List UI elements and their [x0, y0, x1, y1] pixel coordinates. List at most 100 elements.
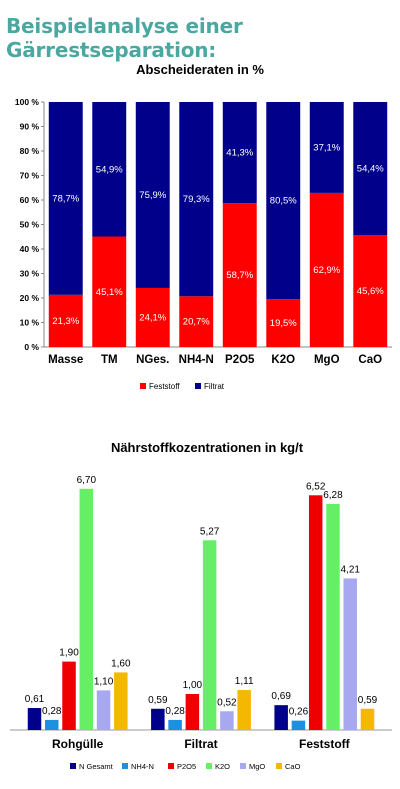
- data-label: 54,9%: [96, 164, 123, 175]
- category-label: TM: [101, 354, 118, 366]
- data-label: 75,9%: [139, 190, 166, 201]
- bar: [114, 672, 128, 730]
- data-label: 5,27: [200, 526, 220, 537]
- legend-swatch: [240, 763, 246, 769]
- y-tick-label: 100 %: [15, 97, 40, 107]
- data-label: 1,60: [111, 658, 131, 669]
- legend-label: P2O5: [177, 762, 196, 771]
- bar: [151, 708, 165, 730]
- data-label: 1,10: [94, 676, 114, 687]
- data-label: 1,00: [183, 680, 203, 691]
- category-label: Masse: [48, 354, 83, 366]
- legend-swatch: [195, 383, 201, 389]
- data-label: 0,26: [289, 707, 309, 718]
- y-tick-label: 30 %: [20, 269, 40, 279]
- data-label: 54,4%: [357, 164, 384, 175]
- legend: Feststoff Filtrat: [140, 382, 225, 391]
- bar-segment: [135, 102, 170, 288]
- y-tick-label: 40 %: [20, 244, 40, 254]
- bar: [274, 705, 288, 730]
- bar: [185, 694, 200, 730]
- data-label: 4,21: [340, 564, 360, 575]
- bar: [291, 720, 306, 730]
- data-label: 6,70: [77, 475, 97, 486]
- legend-label: MgO: [249, 762, 265, 771]
- legend-swatch: [140, 383, 146, 389]
- y-tick-label: 80 %: [20, 146, 40, 156]
- stacked-bars: 21,3% 78,7% 45,1% 54,9% 24,1% 75,9% 20,7% 79,3%…: [48, 102, 388, 347]
- y-tick-label: 10 %: [20, 318, 40, 328]
- category-label: NH4-N: [179, 354, 214, 366]
- y-tick-label: 60 %: [20, 195, 40, 205]
- chart-title: Nährstoffkozentrationen in kg/t: [111, 440, 304, 455]
- legend-swatch: [70, 763, 76, 769]
- bar-segment: [353, 235, 388, 347]
- data-label: 1,90: [59, 648, 79, 659]
- data-label: 37,1%: [313, 142, 340, 153]
- bar-segment: [48, 102, 83, 295]
- bar: [343, 578, 357, 730]
- x-axis-labels: Masse TM NGes. NH4-N P2O5 K2O MgO CaO: [48, 354, 382, 366]
- chart-title: Abscheideraten in %: [136, 62, 264, 77]
- y-axis: 0 % 10 % 20 % 30 % 40 % 50 % 60 % 70 % 80 % 90 % 1…: [15, 97, 392, 352]
- data-label: 1,11: [235, 676, 254, 687]
- category-label: Filtrat: [184, 737, 217, 751]
- bar: [62, 661, 76, 730]
- category-label: Feststoff: [299, 737, 351, 751]
- legend: N Gesamt NH4-N P2O5 K2O MgO CaO: [70, 762, 301, 771]
- bar-segment: [353, 102, 388, 236]
- data-label: 20,7%: [183, 317, 210, 328]
- y-tick-label: 70 %: [20, 171, 40, 181]
- bar-segment: [92, 102, 127, 237]
- legend-swatch: [276, 763, 282, 769]
- y-tick-label: 90 %: [20, 122, 40, 132]
- bar-segment: [179, 296, 214, 347]
- data-label: 0,69: [271, 691, 291, 702]
- data-label: 79,3%: [183, 194, 210, 205]
- data-label: 58,7%: [226, 270, 253, 281]
- bar: [79, 488, 94, 730]
- bar-segment: [266, 102, 301, 300]
- legend-label: K2O: [215, 762, 230, 771]
- data-label: 0,28: [42, 706, 62, 717]
- bar-segment: [266, 299, 301, 347]
- data-label: 45,1%: [96, 287, 123, 298]
- bar-segment: [179, 102, 214, 297]
- bar: [96, 690, 111, 730]
- grouped-bars: 0,610,281,906,701,101,600,590,281,005,27…: [10, 475, 392, 731]
- bar-segment: [48, 294, 83, 347]
- legend-label: N Gesamt: [79, 762, 114, 771]
- category-label: NGes.: [136, 354, 169, 366]
- legend-swatch: [168, 763, 174, 769]
- bar: [237, 690, 251, 730]
- data-label: 24,1%: [139, 312, 166, 323]
- nutrient-concentrations-chart: Nährstoffkozentrationen in kg/t 0,610,28…: [10, 440, 392, 771]
- bar-segment: [309, 192, 344, 347]
- bar: [308, 495, 323, 730]
- data-label: 6,28: [323, 490, 343, 501]
- data-label: 19,5%: [270, 318, 297, 329]
- category-label: CaO: [358, 354, 382, 366]
- legend-label: Feststoff: [149, 382, 180, 391]
- data-label: 45,6%: [357, 286, 384, 297]
- y-tick-label: 50 %: [20, 220, 40, 230]
- data-label: 0,61: [25, 694, 45, 705]
- legend-label: CaO: [285, 762, 301, 771]
- bar-segment: [222, 203, 257, 347]
- data-label: 0,59: [358, 695, 378, 706]
- bar-segment: [135, 287, 170, 347]
- data-label: 21,3%: [52, 316, 79, 327]
- bar: [220, 711, 234, 730]
- category-label: P2O5: [225, 354, 255, 366]
- bar: [326, 503, 340, 730]
- data-label: 41,3%: [226, 148, 253, 159]
- legend-label: Filtrat: [204, 382, 225, 391]
- legend-label: NH4-N: [131, 762, 154, 771]
- category-label: Rohgülle: [52, 737, 104, 751]
- bar: [168, 719, 182, 730]
- legend-swatch: [122, 763, 128, 769]
- legend-swatch: [206, 763, 212, 769]
- y-tick-label: 20 %: [20, 293, 40, 303]
- data-label: 78,7%: [52, 193, 79, 204]
- data-label: 6,52: [306, 481, 326, 492]
